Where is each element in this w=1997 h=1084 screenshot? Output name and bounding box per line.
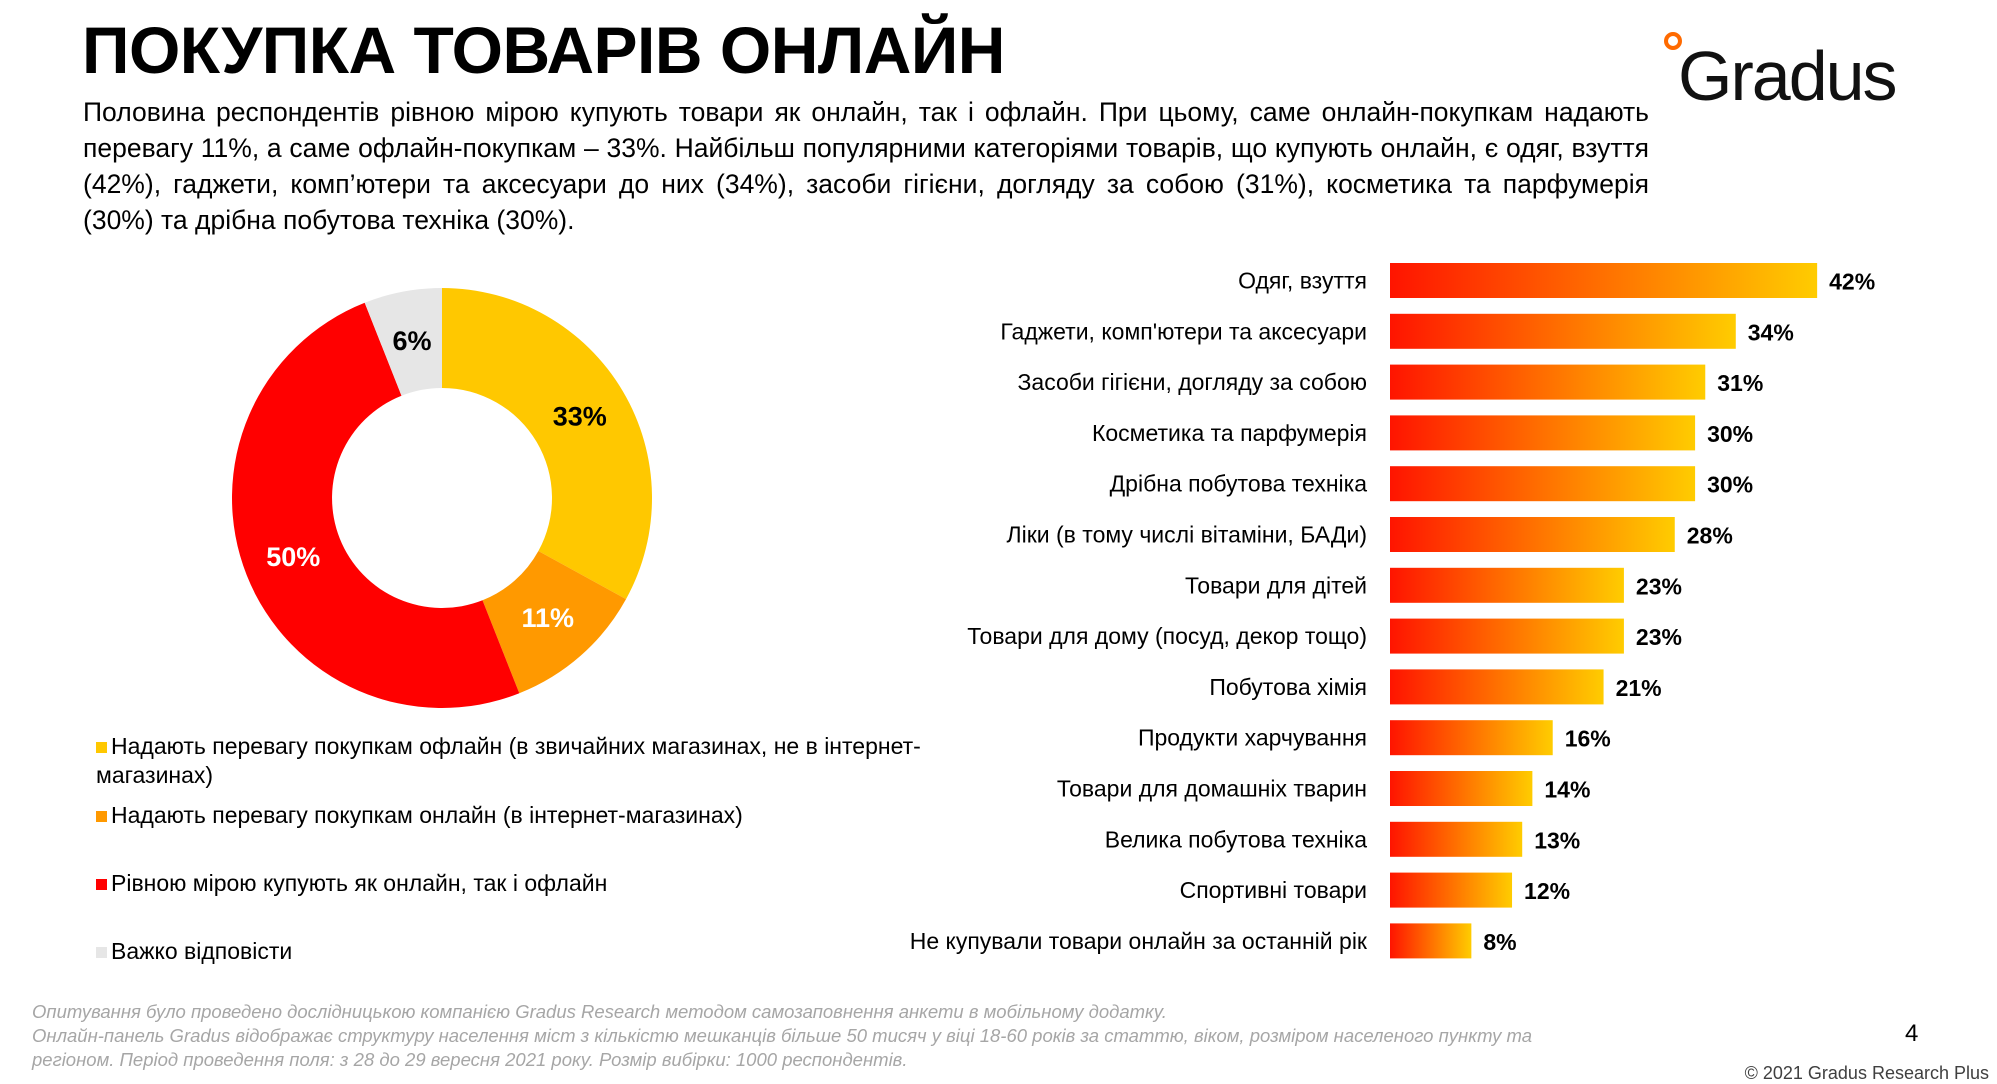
donut-slice xyxy=(482,550,627,694)
footnote-line: Опитування було проведено дослідницькою … xyxy=(32,1001,1167,1022)
bar-value-label: 21% xyxy=(1616,675,1662,701)
bar-category-label: Спортивні товари xyxy=(1180,877,1367,903)
page-title: ПОКУПКА ТОВАРІВ ОНЛАЙН xyxy=(82,13,1005,87)
bar-category-label: Не купували товари онлайн за останній рі… xyxy=(910,928,1368,954)
donut-slice-label: 11% xyxy=(522,603,575,633)
legend-swatch xyxy=(96,742,107,753)
legend-label: Надають перевагу покупкам офлайн (в звич… xyxy=(96,733,921,788)
bar xyxy=(1390,821,1523,857)
bar-chart: Одяг, взуття 42% Гаджети, комп'ютери та ак… xyxy=(910,263,1875,959)
bar xyxy=(1390,364,1706,400)
bar xyxy=(1390,720,1553,756)
bar-value-label: 34% xyxy=(1748,319,1794,345)
bar-value-label: 16% xyxy=(1565,726,1611,752)
bar-value-label: 12% xyxy=(1524,878,1570,904)
bar xyxy=(1390,466,1696,502)
legend-item-unsure: Важко відповісти xyxy=(96,937,1016,966)
legend-item-both: Рівною мірою купують як онлайн, так і оф… xyxy=(96,869,1016,898)
footnote: Опитування було проведено дослідницькою … xyxy=(32,1000,1592,1072)
bar xyxy=(1390,669,1604,705)
donut-slice xyxy=(442,288,653,600)
legend-label: Надають перевагу покупкам онлайн (в інте… xyxy=(111,802,743,828)
legend-swatch xyxy=(96,879,107,890)
legend-item-offline: Надають перевагу покупкам офлайн (в звич… xyxy=(96,732,1016,790)
bar xyxy=(1390,771,1533,806)
bar-category-label: Товари для дому (посуд, декор тощо) xyxy=(967,623,1367,649)
bar-value-label: 23% xyxy=(1636,624,1682,650)
donut-slice-label: 6% xyxy=(393,326,432,356)
bar-value-label: 23% xyxy=(1636,573,1682,599)
bar-category-label: Ліки (в тому числі вітаміни, БАДи) xyxy=(1007,522,1367,548)
donut-slice-label: 33% xyxy=(553,402,607,432)
bar xyxy=(1390,567,1624,603)
bar-category-label: Засоби гігієни, догляду за собою xyxy=(1018,369,1367,395)
bar-value-label: 13% xyxy=(1534,827,1580,853)
bar xyxy=(1390,923,1472,959)
donut-slice-label: 50% xyxy=(266,542,320,572)
bar-category-label: Гаджети, комп'ютери та аксесуари xyxy=(1000,318,1367,344)
bar-category-label: Продукти харчування xyxy=(1138,725,1367,751)
bar-value-label: 28% xyxy=(1687,523,1733,549)
bar-value-label: 30% xyxy=(1707,421,1753,447)
bar xyxy=(1390,263,1818,298)
bar-category-label: Товари для дітей xyxy=(1185,572,1367,598)
page-number: 4 xyxy=(1905,1020,1919,1047)
bar-value-label: 8% xyxy=(1483,929,1516,955)
copyright: © 2021 Gradus Research Plus xyxy=(1744,1063,1989,1083)
bar xyxy=(1390,517,1675,552)
bar-category-label: Одяг, взуття xyxy=(1238,268,1367,294)
bar-category-label: Косметика та парфумерія xyxy=(1092,420,1367,446)
bar-value-label: 42% xyxy=(1829,269,1875,295)
bar-category-label: Побутова хімія xyxy=(1209,674,1367,700)
bar-category-label: Дрібна побутова техніка xyxy=(1110,471,1368,497)
donut-slice xyxy=(364,288,442,396)
donut-slice xyxy=(232,302,520,708)
bar-category-label: Товари для домашніх тварин xyxy=(1057,776,1367,802)
legend-label: Рівною мірою купують як онлайн, так і оф… xyxy=(111,870,608,896)
logo-dot-icon xyxy=(1664,32,1682,50)
bar-value-label: 30% xyxy=(1707,472,1753,498)
bar xyxy=(1390,313,1736,349)
logo-text: Gradus xyxy=(1678,37,1898,115)
intro-paragraph: Половина респондентів рівною мірою купую… xyxy=(83,97,1649,235)
legend-swatch xyxy=(96,947,107,958)
bar xyxy=(1390,872,1513,908)
bar xyxy=(1390,618,1624,654)
bar-value-label: 14% xyxy=(1544,777,1590,803)
bar-value-label: 31% xyxy=(1717,370,1763,396)
legend-item-online: Надають перевагу покупкам онлайн (в інте… xyxy=(96,801,1016,830)
bar xyxy=(1390,415,1696,451)
donut-chart: 33% 11% 50% 6% xyxy=(232,288,653,708)
footnote-line: Онлайн-панель Gradus відображає структур… xyxy=(32,1025,1533,1070)
gradus-logo: Gradus xyxy=(1664,28,1934,115)
legend-label: Важко відповісти xyxy=(111,938,293,964)
legend-swatch xyxy=(96,811,107,822)
bar-category-label: Велика побутова техніка xyxy=(1105,826,1367,852)
